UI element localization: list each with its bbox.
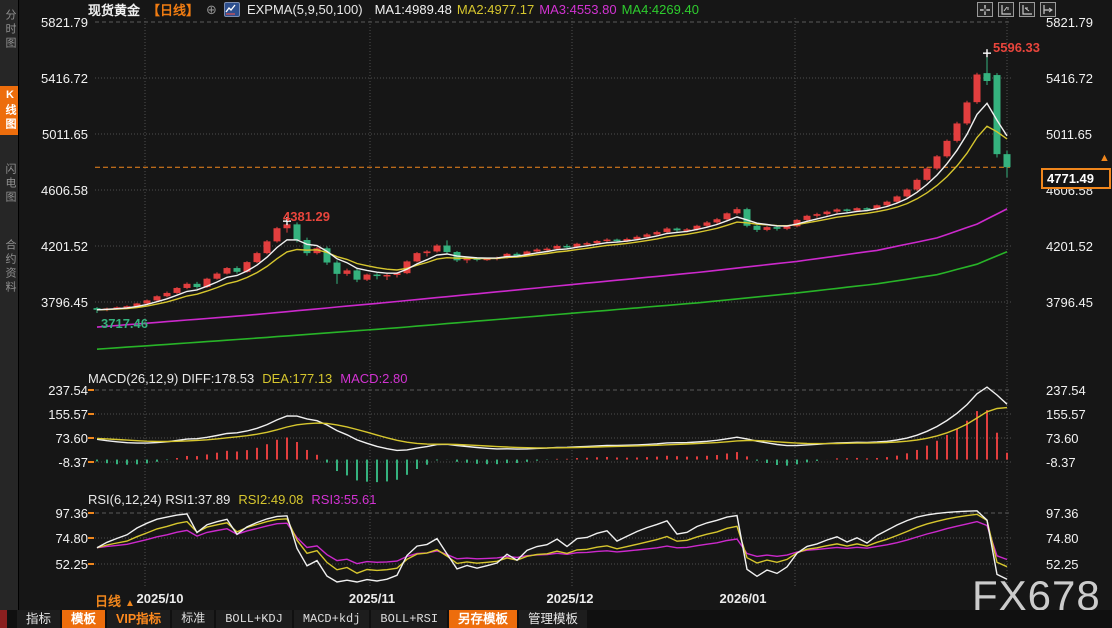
compress-right-icon[interactable] <box>1019 2 1035 17</box>
macd-tick-right: 155.57 <box>1046 407 1086 422</box>
price-tick-right: 5011.65 <box>1046 127 1093 142</box>
sidebar-item-4[interactable]: 合约资料 <box>4 239 16 295</box>
macd-tick-left: -8.37 <box>58 455 88 470</box>
rsi-tick-right: 74.80 <box>1046 531 1079 546</box>
period-tag: 【日线】 <box>147 2 200 18</box>
left-sidebar: 分时图 K线图闪电图合约资料 <box>0 0 19 628</box>
toolbar-item-6[interactable]: MACD+kdj <box>293 610 370 628</box>
price-tick-right: 4201.52 <box>1046 239 1093 254</box>
sidebar-item-3[interactable]: 闪电图 <box>4 163 16 205</box>
dropdown-arrow-icon: ▲ <box>125 598 135 609</box>
month-label: 2025/10 <box>136 591 184 606</box>
macd-tick-right: 73.60 <box>1046 431 1079 446</box>
current-price-box: 4771.49 <box>1041 168 1111 189</box>
local-peak-price-label: 4381.29 <box>283 209 330 224</box>
price-tick-left: 5416.72 <box>41 71 88 86</box>
period-dropdown-label: 日线 <box>95 594 122 609</box>
rsi-tick-right: 97.36 <box>1046 506 1079 521</box>
price-tick-right: 5416.72 <box>1046 71 1093 86</box>
period-dropdown[interactable]: 日线 ▲ <box>95 591 135 610</box>
rsi-header-part: RSI2:49.08 <box>238 492 304 507</box>
macd-tick-left: 155.57 <box>48 407 88 422</box>
price-tick-left: 5011.65 <box>41 127 88 142</box>
chart-tools-group <box>977 2 1056 17</box>
pan-crosshair-icon[interactable] <box>977 2 993 17</box>
sidebar-item-1[interactable]: 分时图 <box>4 9 16 51</box>
price-tick-right: 3796.45 <box>1046 295 1093 310</box>
peak-price-label: 5596.33 <box>993 40 1040 55</box>
indicator-name-label: EXPMA(5,9,50,100) <box>246 1 363 17</box>
toolbar-item-5[interactable]: BOLL+KDJ <box>216 610 292 628</box>
macd-tick-left: 73.60 <box>55 431 88 446</box>
rsi-tick-left: 74.80 <box>55 531 88 546</box>
toolbar-item-2[interactable]: 模板 <box>62 610 106 628</box>
rsi-header-part: RSI3:55.61 <box>311 492 377 507</box>
macd-header-part: MACD(26,12,9) DIFF:178.53 <box>88 371 255 386</box>
toolbar-item-4[interactable]: 标准 <box>172 610 215 628</box>
toolbar-item-9[interactable]: 管理模板 <box>519 610 588 628</box>
price-tick-left: 4201.52 <box>41 239 88 254</box>
price-up-arrow-icon: ▲ <box>1099 152 1110 164</box>
toolbar-item-3[interactable]: VIP指标 <box>107 610 171 628</box>
ma-values-group: MA1:4989.48 MA2:4977.17 MA3:4553.80 MA4:426… <box>370 2 699 17</box>
macd-tick-left: 237.54 <box>48 383 88 398</box>
ma4-value: MA4:4269.40 <box>621 1 699 17</box>
sidebar-item-2[interactable]: K线图 <box>0 86 18 135</box>
rsi-header: RSI(6,12,24) RSI1:37.89 RSI2:49.08 RSI3:55… <box>88 492 384 507</box>
toolbar-item-8[interactable]: 另存模板 <box>449 610 518 628</box>
toolbar-item-1[interactable]: 指标 <box>17 610 61 628</box>
ma2-value: MA2:4977.17 <box>456 1 535 17</box>
price-tick-left: 4606.58 <box>41 183 88 198</box>
macd-header-part: MACD:2.80 <box>340 371 408 386</box>
ma3-value: MA3:4553.80 <box>539 1 617 17</box>
month-label: 2026/01 <box>719 591 767 606</box>
price-tick-left: 5821.79 <box>41 15 88 30</box>
rsi-header-part: RSI(6,12,24) RSI1:37.89 <box>88 492 231 507</box>
add-indicator-icon[interactable]: ⊕ <box>206 1 217 17</box>
shift-right-icon[interactable] <box>1040 2 1056 17</box>
chart-header: 现货黄金 【日线】 ⊕ EXPMA(5,9,50,100) MA1:4989.4… <box>88 1 699 18</box>
low-price-label: 3717.46 <box>101 316 148 331</box>
mini-chart-icon <box>223 1 240 17</box>
ma1-value: MA1:4989.48 <box>374 1 452 17</box>
toolbar-left-marker <box>0 610 7 628</box>
macd-tick-right: 237.54 <box>1046 383 1086 398</box>
instrument-title: 现货黄金 <box>88 2 141 18</box>
rsi-tick-left: 52.25 <box>55 557 88 572</box>
toolbar-item-7[interactable]: BOLL+RSI <box>371 610 448 628</box>
rsi-tick-left: 97.36 <box>55 506 88 521</box>
price-tick-right: 5821.79 <box>1046 15 1093 30</box>
month-label: 2025/11 <box>348 591 396 606</box>
bottom-toolbar: 指标 模板 VIP指标 标准 BOLL+KDJ MACD+kdj BOLL+RSI 另存模板管… <box>0 610 1112 628</box>
macd-header: MACD(26,12,9) DIFF:178.53 DEA:177.13 MACD:… <box>88 371 416 386</box>
price-tick-left: 3796.45 <box>41 295 88 310</box>
rsi-tick-right: 52.25 <box>1046 557 1079 572</box>
macd-tick-right: -8.37 <box>1046 455 1076 470</box>
month-label: 2025/12 <box>546 591 594 606</box>
compress-left-icon[interactable] <box>998 2 1014 17</box>
macd-header-part: DEA:177.13 <box>262 371 333 386</box>
